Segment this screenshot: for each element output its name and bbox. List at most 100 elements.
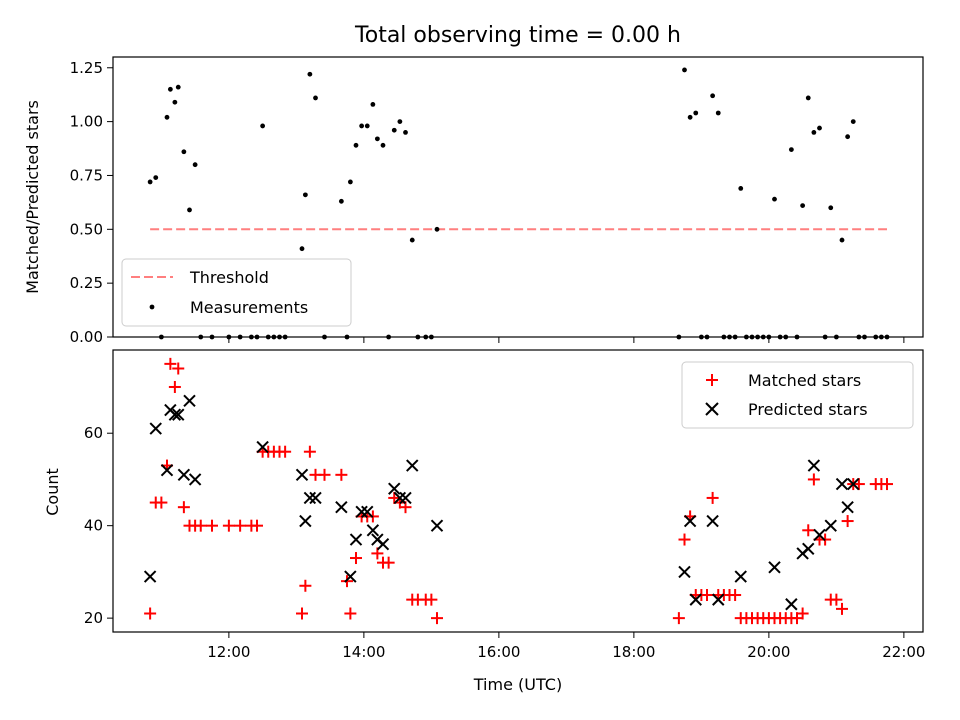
measurement-point <box>364 123 370 129</box>
measurement-point <box>828 205 834 211</box>
predicted-star-point <box>303 491 317 505</box>
predicted-star-point <box>183 394 196 408</box>
matched-star-point <box>807 473 820 486</box>
measurement-point <box>817 125 822 131</box>
measurement-point <box>302 192 308 198</box>
measurement-point <box>850 119 856 125</box>
predicted-star-point <box>785 598 798 611</box>
count-y-tick-label: 20 <box>84 609 103 627</box>
predicted-star-point <box>177 468 191 482</box>
predicted-star-point <box>309 491 322 505</box>
measurement-point <box>800 203 806 209</box>
measurement-point <box>374 136 380 142</box>
predicted-star-point <box>406 459 419 472</box>
predicted-star-point <box>813 528 826 542</box>
measurement-point <box>175 84 181 90</box>
matched-star-point <box>144 607 157 620</box>
matched-star-point <box>672 612 685 625</box>
measurement-point <box>260 123 266 129</box>
measurement-point <box>153 175 159 181</box>
predicted-star-point <box>430 519 444 532</box>
measurement-point <box>738 185 744 191</box>
predicted-star-point <box>376 537 390 551</box>
count-x-tick-label: 18:00 <box>612 643 655 661</box>
measurement-point <box>409 237 415 243</box>
legend-measurements-marker <box>149 304 155 310</box>
predicted-star-point <box>712 593 725 606</box>
ratio-axes-frame <box>112 56 924 338</box>
legend-matched-marker <box>706 374 718 386</box>
matched-star-point <box>830 593 843 606</box>
predicted-star-point <box>847 477 860 491</box>
measurement-point <box>167 86 173 92</box>
predicted-star-point <box>366 524 380 537</box>
ratio-y-tick-label: 0.25 <box>70 274 103 292</box>
measurement-point <box>687 114 693 120</box>
ratio-y-tick-label: 1.25 <box>70 59 103 77</box>
predicted-star-point <box>683 514 697 528</box>
ratio-legend-box <box>121 258 352 327</box>
measurement-point <box>181 149 187 155</box>
measurement-point <box>434 226 440 232</box>
predicted-star-point <box>706 514 719 528</box>
matched-star-point <box>431 612 443 625</box>
count-x-tick-label: 16:00 <box>477 643 520 661</box>
matched-star-point <box>234 519 247 532</box>
measurement-point <box>347 179 353 185</box>
predicted-star-point <box>172 408 185 421</box>
matched-star-point <box>194 519 207 532</box>
predicted-star-point <box>841 500 854 514</box>
count-x-tick-label: 20:00 <box>747 643 790 661</box>
matched-star-point <box>382 556 395 569</box>
predicted-star-point <box>807 459 821 472</box>
matched-star-point <box>155 496 168 509</box>
predicted-star-point <box>149 422 162 435</box>
matched-star-point <box>425 593 438 606</box>
predicted-star-point <box>824 519 837 532</box>
predicted-star-point <box>299 514 312 528</box>
count-axes-frame <box>112 349 924 633</box>
matched-star-point <box>729 589 742 602</box>
matched-star-point <box>701 589 713 602</box>
predicted-star-point <box>344 570 357 583</box>
matched-star-point <box>303 445 316 458</box>
predicted-star-point <box>168 408 182 421</box>
predicted-star-point <box>835 477 849 491</box>
count-legend: Matched stars Predicted stars <box>681 361 914 429</box>
measurement-point <box>338 198 344 204</box>
ratio-y-tick-label: 0.00 <box>70 328 103 346</box>
count-legend-box <box>681 361 914 429</box>
measurement-point <box>403 129 408 135</box>
matched-star-point <box>344 607 357 620</box>
count-x-tick-label: 22:00 <box>882 643 925 661</box>
predicted-star-point <box>349 533 363 546</box>
measurement-point <box>380 142 386 148</box>
measurement-point <box>359 123 365 129</box>
predicted-star-point <box>734 570 747 583</box>
chart-title: Total observing time = 0.00 h <box>354 23 681 48</box>
matched-star-point <box>296 607 308 620</box>
matched-star-point <box>279 445 292 458</box>
measurement-point <box>172 99 178 105</box>
matched-star-point <box>168 380 181 393</box>
matched-star-point <box>802 524 815 537</box>
measurement-point <box>370 101 376 107</box>
predicted-star-point <box>295 468 309 482</box>
measurement-point <box>391 127 397 133</box>
matched-star-point <box>299 579 312 592</box>
legend-threshold-label: Threshold <box>189 268 269 287</box>
matched-star-point <box>881 478 893 491</box>
matched-star-point <box>836 602 848 615</box>
matched-star-point <box>706 491 719 504</box>
predicted-star-point <box>355 505 368 519</box>
measurement-point <box>772 196 777 202</box>
measurement-point <box>187 207 192 213</box>
predicted-star-point <box>393 491 407 505</box>
ratio-y-tick-label: 1.00 <box>70 113 103 131</box>
predicted-star-point <box>335 500 348 514</box>
count-y-axis-label: Count <box>43 468 62 516</box>
matched-star-point <box>222 519 235 532</box>
predicted-star-point <box>678 565 691 579</box>
legend-predicted-label: Predicted stars <box>748 400 868 419</box>
count-x-tick-label: 12:00 <box>207 643 250 661</box>
